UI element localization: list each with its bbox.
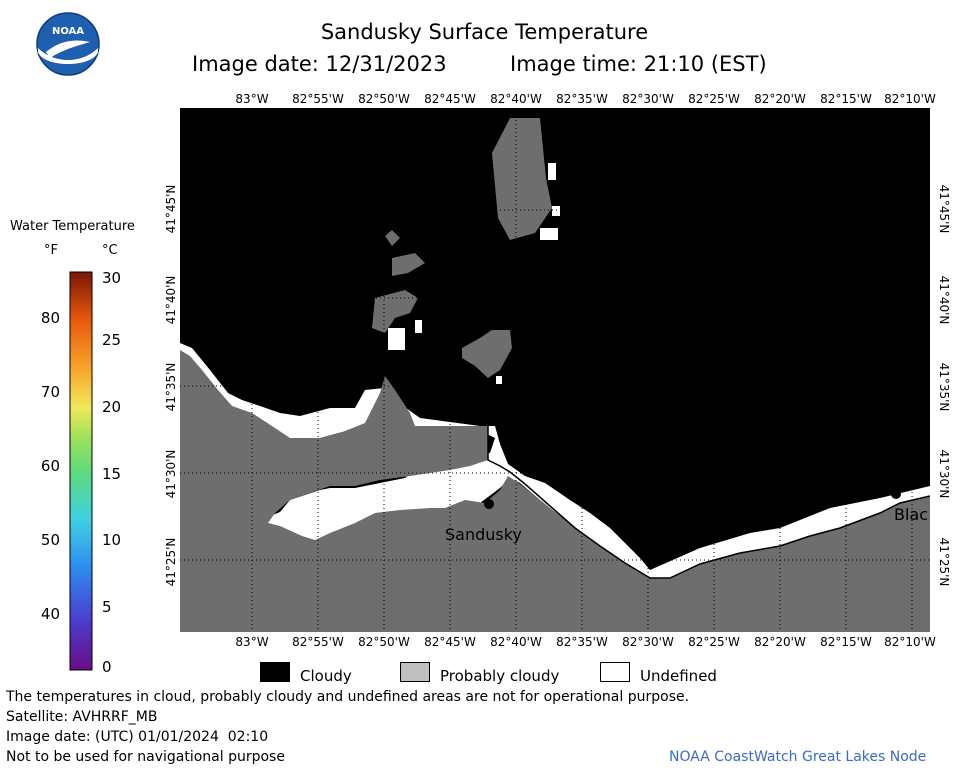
lon-tick-top: 83°W xyxy=(235,92,269,106)
credit-text: NOAA CoastWatch Great Lakes Node xyxy=(669,749,927,765)
lat-tick-left: 41°25'N xyxy=(164,537,178,587)
shoreline xyxy=(487,426,930,579)
lat-tick-right: 41°40'N xyxy=(937,275,951,325)
lon-tick-top: 82°40'W xyxy=(490,92,542,106)
scale-f-tick: 80 xyxy=(40,309,60,327)
legend-label-probably-cloudy: Probably cloudy xyxy=(440,667,560,685)
lat-tick-left: 41°45'N xyxy=(164,184,178,234)
scale-f-tick: 50 xyxy=(40,531,60,549)
image-date: Image date: 12/31/2023 xyxy=(192,52,447,76)
scale-f-tick: 40 xyxy=(40,605,60,623)
lat-tick-left: 41°35'N xyxy=(164,362,178,412)
lat-tick-right: 41°30'N xyxy=(937,449,951,499)
blac-marker xyxy=(891,489,901,499)
lat-tick-left: 41°40'N xyxy=(164,275,178,325)
lon-tick-top: 82°20'W xyxy=(754,92,806,106)
lat-tick-left: 41°30'N xyxy=(164,449,178,499)
lon-tick-bottom: 82°10'W xyxy=(884,635,936,649)
satellite-text: Satellite: AVHRRF_MB xyxy=(6,709,158,725)
scale-c-tick: 15 xyxy=(102,465,122,483)
sandusky-label: Sandusky xyxy=(445,525,522,544)
navigation-warning-text: Not to be used for navigational purpose xyxy=(6,749,285,765)
legend-swatch-undefined xyxy=(600,662,630,682)
legend-label-cloudy: Cloudy xyxy=(300,667,352,685)
noaa-logo-text: NOAA xyxy=(52,26,84,37)
sandusky-marker xyxy=(484,499,494,509)
lon-tick-bottom: 82°25'W xyxy=(688,635,740,649)
lat-tick-right: 41°45'N xyxy=(937,184,951,234)
scale-c-tick: 0 xyxy=(102,658,112,676)
color-scale-title: Water Temperature xyxy=(10,219,135,234)
probably-cloudy-land-area xyxy=(180,350,930,632)
probably-cloudy-patch xyxy=(462,330,512,378)
noaa-logo: NOAA xyxy=(36,12,100,76)
lat-tick-right: 41°25'N xyxy=(937,537,951,587)
lon-tick-bottom: 82°15'W xyxy=(820,635,872,649)
scale-f-tick: 70 xyxy=(40,383,60,401)
utc-date-text: Image date: (UTC) 01/01/2024 02:10 xyxy=(6,729,269,745)
blac-label: Blac xyxy=(894,505,929,524)
lon-tick-bottom: 82°35'W xyxy=(556,635,608,649)
lon-tick-bottom: 83°W xyxy=(235,635,269,649)
lon-tick-top: 82°50'W xyxy=(358,92,410,106)
scale-c-tick: 5 xyxy=(102,598,112,616)
image-time: Image time: 21:10 (EST) xyxy=(510,52,767,76)
probably-cloudy-patch xyxy=(385,230,425,276)
lon-tick-top: 82°15'W xyxy=(820,92,872,106)
lon-tick-top: 82°30'W xyxy=(622,92,674,106)
disclaimer-text: The temperatures in cloud, probably clou… xyxy=(6,689,690,705)
graticule xyxy=(180,108,930,632)
legend-label-undefined: Undefined xyxy=(640,667,717,685)
unit-c-label: °C xyxy=(102,243,118,258)
color-scale-bar xyxy=(69,271,93,671)
unit-f-label: °F xyxy=(44,243,58,258)
lon-tick-top: 82°25'W xyxy=(688,92,740,106)
scale-c-tick: 30 xyxy=(102,269,122,287)
lon-tick-top: 82°10'W xyxy=(884,92,936,106)
lon-tick-bottom: 82°20'W xyxy=(754,635,806,649)
temperature-map[interactable] xyxy=(180,108,930,632)
lon-tick-top: 82°35'W xyxy=(556,92,608,106)
lon-tick-bottom: 82°50'W xyxy=(358,635,410,649)
undefined-patch xyxy=(388,320,422,350)
legend-swatch-probably-cloudy xyxy=(400,662,430,682)
lat-tick-right: 41°35'N xyxy=(937,362,951,412)
lon-tick-bottom: 82°45'W xyxy=(424,635,476,649)
lon-tick-top: 82°55'W xyxy=(292,92,344,106)
undefined-patch xyxy=(496,376,502,384)
legend-swatch-cloudy xyxy=(260,662,290,682)
lon-tick-bottom: 82°30'W xyxy=(622,635,674,649)
page-title: Sandusky Surface Temperature xyxy=(320,20,649,44)
lon-tick-bottom: 82°55'W xyxy=(292,635,344,649)
undefined-patch xyxy=(540,163,560,240)
lon-tick-bottom: 82°40'W xyxy=(490,635,542,649)
lon-tick-top: 82°45'W xyxy=(424,92,476,106)
scale-c-tick: 25 xyxy=(102,331,122,349)
scale-f-tick: 60 xyxy=(40,457,60,475)
scale-c-tick: 20 xyxy=(102,398,122,416)
scale-c-tick: 10 xyxy=(102,531,122,549)
